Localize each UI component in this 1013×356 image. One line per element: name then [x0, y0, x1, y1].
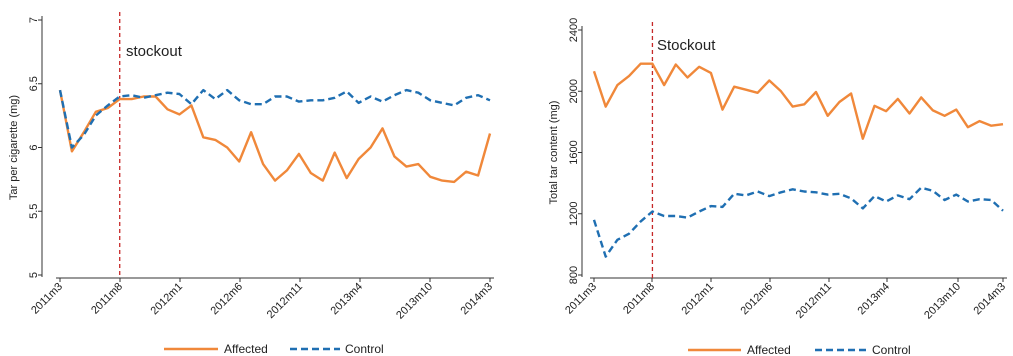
x-tick-label: 2012m1 [149, 281, 186, 318]
series-line-affected [592, 62, 1004, 140]
legend-left-control-label: Control [345, 342, 384, 356]
x-tick-label: 2013m10 [394, 281, 435, 322]
chart-panel-2: 800 1200 1600 2000 2400 Total tar content (mg… [548, 18, 1008, 322]
x-tick-label: 2013m4 [856, 281, 893, 318]
y-tick-label: 1200 [568, 202, 580, 226]
y-tick-label: 2400 [568, 18, 580, 42]
series-line-control [592, 186, 1004, 258]
y-tick-label: 7 [28, 17, 40, 23]
stockout-annotation: Stockout [657, 37, 716, 54]
x-tick-label: 2012m6 [209, 281, 246, 318]
x-tick-label: 2014m3 [459, 281, 496, 318]
legend-right: Affected Control [688, 343, 911, 356]
x-tick-label: 2011m8 [89, 281, 125, 317]
y-tick-label: 2000 [568, 79, 580, 103]
y-axis-title: Tar per cigarette (mg) [8, 95, 20, 200]
y-tick-label: 1600 [568, 140, 580, 164]
x-tick-label: 2012m11 [794, 281, 834, 321]
y-tick-label: 6.5 [28, 76, 40, 91]
legend-right-affected-label: Affected [747, 343, 791, 356]
x-tick-label: 2012m6 [739, 281, 776, 318]
y-tick-label: 5.5 [28, 204, 40, 219]
x-tick-label: 2011m3 [563, 281, 599, 317]
x-tick-label: 2012m11 [265, 281, 305, 321]
x-tick-label: 2014m3 [972, 281, 1009, 318]
series-line-control [58, 88, 491, 149]
legend-left-affected-label: Affected [224, 342, 268, 356]
x-tick-label: 2012m1 [680, 281, 717, 318]
legend-right-control-label: Control [872, 343, 911, 356]
stockout-annotation: stockout [126, 43, 183, 60]
legend-left: Affected Control [164, 342, 384, 356]
y-tick-label: 800 [568, 266, 580, 284]
x-tick-label: 2011m8 [621, 281, 657, 317]
x-tick-label: 2013m10 [922, 281, 963, 322]
x-tick-label: 2011m3 [29, 281, 65, 317]
y-tick-label: 5 [28, 272, 40, 278]
x-tick-label: 2013m4 [329, 281, 366, 318]
series-line-affected [58, 89, 492, 184]
y-tick-label: 6 [28, 144, 40, 150]
y-axis-title: Total tar content (mg) [548, 101, 560, 205]
chart-panel-1: 5 5.5 6 6.5 7 Tar per cigarette (mg) 2011m3 201… [8, 12, 495, 322]
